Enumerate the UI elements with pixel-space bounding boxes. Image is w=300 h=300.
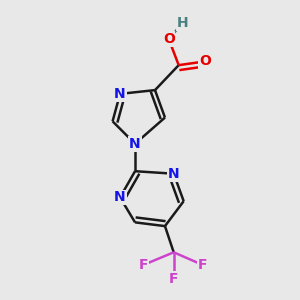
Text: F: F [198,258,207,272]
Text: N: N [114,87,126,101]
Text: F: F [139,258,148,272]
Text: N: N [129,137,141,151]
Text: N: N [114,190,126,204]
Text: H: H [177,16,188,30]
Text: O: O [199,54,211,68]
Text: N: N [168,167,179,181]
Text: O: O [163,32,175,46]
Text: F: F [169,272,178,286]
